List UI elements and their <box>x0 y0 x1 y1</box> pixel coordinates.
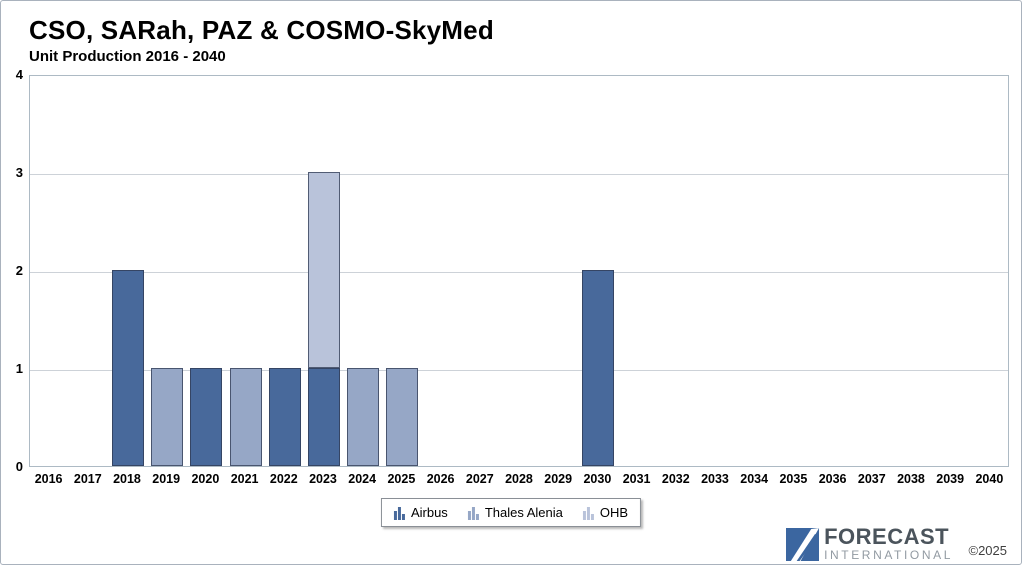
x-tick-label-2038: 2038 <box>897 472 925 486</box>
bar-airbus-2030 <box>582 270 615 466</box>
x-tick-label-2037: 2037 <box>857 472 886 486</box>
x-tick-label-2017: 2017 <box>73 472 102 486</box>
x-tick-label-2026: 2026 <box>426 472 455 486</box>
x-tick-label-2018: 2018 <box>113 472 141 486</box>
logo-wordmark: FORECAST <box>824 524 950 549</box>
x-tick-label-2034: 2034 <box>740 472 769 486</box>
logo-icon <box>786 528 820 561</box>
bar-ohb-2023 <box>308 172 340 368</box>
bar-thales-alenia-2021 <box>229 368 262 466</box>
x-tick-label-2024: 2024 <box>348 472 377 486</box>
chart-title: CSO, SARah, PAZ & COSMO-SkyMed <box>29 15 494 45</box>
x-tick-label-2029: 2029 <box>544 472 573 486</box>
legend-label: OHB <box>599 505 629 520</box>
legend-box: Airbus Thales Alenia OHB <box>380 498 642 527</box>
x-tick-label-2031: 2031 <box>622 472 651 486</box>
x-tick-label-2028: 2028 <box>505 472 533 486</box>
x-tick-label-2032: 2032 <box>661 472 690 486</box>
x-tick-label-2030: 2030 <box>583 472 612 486</box>
x-tick-label-2035: 2035 <box>779 472 808 486</box>
forecast-international-logo: FORECAST INTERNATIONAL <box>786 526 953 561</box>
bar-thales-alenia-2024 <box>347 368 380 466</box>
bar-airbus-2023 <box>308 368 340 466</box>
y-tick-label-0: 0 <box>15 459 23 474</box>
x-tick-label-2020: 2020 <box>191 472 220 486</box>
x-tick-label-2033: 2033 <box>701 472 729 486</box>
x-tick-label-2021: 2021 <box>230 472 259 486</box>
gridline-y-1 <box>30 370 1008 371</box>
y-tick-label-1: 1 <box>15 361 23 376</box>
gridline-y-3 <box>30 174 1008 175</box>
x-tick-label-2023: 2023 <box>309 472 337 486</box>
chart-subtitle: Unit Production 2016 - 2040 <box>29 48 226 65</box>
x-tick-label-2022: 2022 <box>269 472 298 486</box>
x-tick-label-2039: 2039 <box>936 472 965 486</box>
x-tick-label-2019: 2019 <box>152 472 181 486</box>
y-tick-label-3: 3 <box>15 165 23 180</box>
bar-airbus-2018 <box>112 270 144 466</box>
legend-item-thales-alenia: Thales Alenia <box>467 505 563 520</box>
bar-airbus-2022 <box>268 368 301 466</box>
plot-area <box>29 75 1009 467</box>
bar-airbus-2020 <box>190 368 223 466</box>
y-tick-label-2: 2 <box>15 263 23 278</box>
legend-item-ohb: OHB <box>582 505 629 520</box>
gridline-y-2 <box>30 272 1008 273</box>
bar-thales-alenia-2025 <box>386 368 419 466</box>
x-tick-label-2025: 2025 <box>387 472 416 486</box>
legend-label: Airbus <box>410 505 448 520</box>
legend-bars-icon <box>582 506 594 520</box>
x-tick-label-2036: 2036 <box>818 472 847 486</box>
y-tick-label-4: 4 <box>15 67 23 82</box>
copyright-text: ©2025 <box>968 543 1008 558</box>
x-tick-label-2016: 2016 <box>34 472 63 486</box>
x-tick-label-2040: 2040 <box>975 472 1004 486</box>
logo-text: FORECAST INTERNATIONAL <box>824 524 953 562</box>
legend-bars-icon <box>467 506 479 520</box>
legend-bars-icon <box>393 506 405 520</box>
legend-item-airbus: Airbus <box>393 505 448 520</box>
x-tick-label-2027: 2027 <box>465 472 494 486</box>
bar-thales-alenia-2019 <box>151 368 184 466</box>
legend-label: Thales Alenia <box>484 505 563 520</box>
logo-wordmark-sub: INTERNATIONAL <box>824 548 953 562</box>
